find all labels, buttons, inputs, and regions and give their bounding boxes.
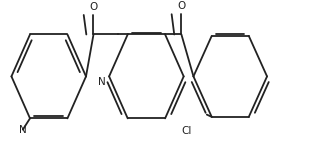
Text: N: N bbox=[98, 77, 106, 87]
Text: N: N bbox=[19, 125, 27, 135]
Text: O: O bbox=[177, 1, 185, 11]
Text: Cl: Cl bbox=[182, 126, 192, 136]
Text: O: O bbox=[89, 2, 98, 12]
